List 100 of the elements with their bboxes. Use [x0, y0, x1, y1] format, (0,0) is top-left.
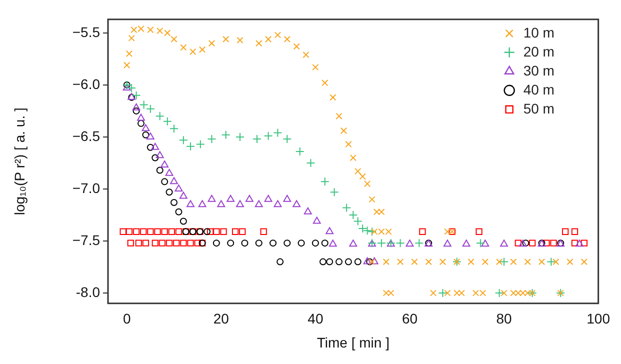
point — [481, 240, 490, 247]
x-tick-label: 100 — [586, 310, 610, 327]
point — [283, 194, 292, 202]
point — [208, 194, 216, 202]
point — [320, 177, 330, 186]
point — [312, 216, 321, 224]
point — [354, 258, 362, 266]
point — [295, 147, 304, 156]
y-tick-label: −6.0 — [72, 76, 100, 92]
y-tick-label: −7.0 — [72, 180, 100, 196]
point — [326, 258, 334, 266]
point — [140, 228, 147, 235]
point — [207, 134, 216, 144]
legend-label: 30 m — [523, 62, 554, 78]
point — [330, 188, 339, 197]
point — [186, 142, 196, 151]
point — [543, 240, 550, 246]
point — [126, 228, 133, 235]
point — [180, 218, 187, 225]
point — [236, 200, 244, 208]
point — [546, 257, 556, 266]
point — [312, 240, 319, 247]
point — [179, 192, 188, 199]
point — [132, 228, 140, 235]
point — [273, 128, 282, 138]
point — [161, 228, 168, 235]
point — [127, 240, 134, 246]
x-tick-label: 40 — [308, 310, 324, 327]
y-axis-title: log₁₀(P r²) [ a. u. ] — [11, 108, 28, 216]
point — [396, 238, 405, 248]
point — [198, 200, 206, 208]
point — [175, 228, 182, 235]
y-tick-label: −7.5 — [72, 232, 100, 248]
point — [562, 228, 569, 235]
point — [196, 140, 205, 149]
point — [226, 194, 235, 202]
x-tick-label: 0 — [122, 310, 131, 327]
point — [528, 240, 536, 246]
point — [239, 228, 246, 235]
point — [306, 158, 316, 168]
point — [168, 228, 175, 235]
point — [476, 228, 482, 235]
point — [304, 207, 312, 214]
point — [161, 178, 168, 186]
point — [443, 240, 452, 247]
point — [236, 132, 245, 142]
point — [264, 131, 273, 140]
point — [419, 228, 426, 235]
y-tick-label: −5.5 — [72, 24, 100, 40]
point — [146, 132, 154, 140]
point — [292, 200, 301, 208]
x-tick-label: 20 — [213, 310, 230, 327]
point — [178, 136, 188, 145]
point — [174, 184, 183, 192]
point — [376, 238, 386, 248]
point — [138, 120, 145, 127]
point — [173, 240, 180, 246]
point — [518, 240, 527, 247]
point — [212, 240, 220, 247]
x-tick-label: 80 — [496, 310, 512, 327]
point — [146, 144, 154, 151]
point — [170, 177, 178, 184]
point — [132, 103, 140, 110]
point — [232, 228, 239, 235]
point — [462, 240, 470, 247]
point — [494, 288, 504, 298]
point — [264, 194, 272, 202]
point — [187, 240, 194, 246]
point — [122, 84, 131, 91]
point — [344, 258, 352, 266]
point — [254, 200, 263, 208]
point — [175, 208, 182, 216]
point — [363, 257, 372, 264]
point — [368, 227, 377, 236]
point — [156, 151, 164, 158]
point — [186, 200, 194, 208]
point — [580, 240, 588, 246]
point — [476, 238, 485, 248]
point — [284, 240, 291, 247]
point — [319, 258, 326, 266]
point — [241, 240, 248, 247]
point — [135, 240, 142, 246]
point — [142, 240, 150, 246]
point — [514, 240, 522, 246]
point — [500, 240, 508, 247]
point — [571, 240, 578, 246]
point — [170, 124, 179, 134]
point — [142, 124, 150, 132]
point — [162, 116, 172, 126]
point — [217, 200, 226, 208]
point — [166, 188, 173, 196]
point — [550, 240, 557, 246]
point — [221, 130, 230, 140]
x-tick-label: 60 — [402, 310, 418, 327]
point — [298, 240, 305, 247]
point — [276, 258, 284, 266]
point — [152, 240, 158, 246]
y-tick-label: −6.5 — [72, 128, 100, 144]
point — [438, 288, 448, 298]
y-tick-label: -8.0 — [76, 284, 100, 300]
